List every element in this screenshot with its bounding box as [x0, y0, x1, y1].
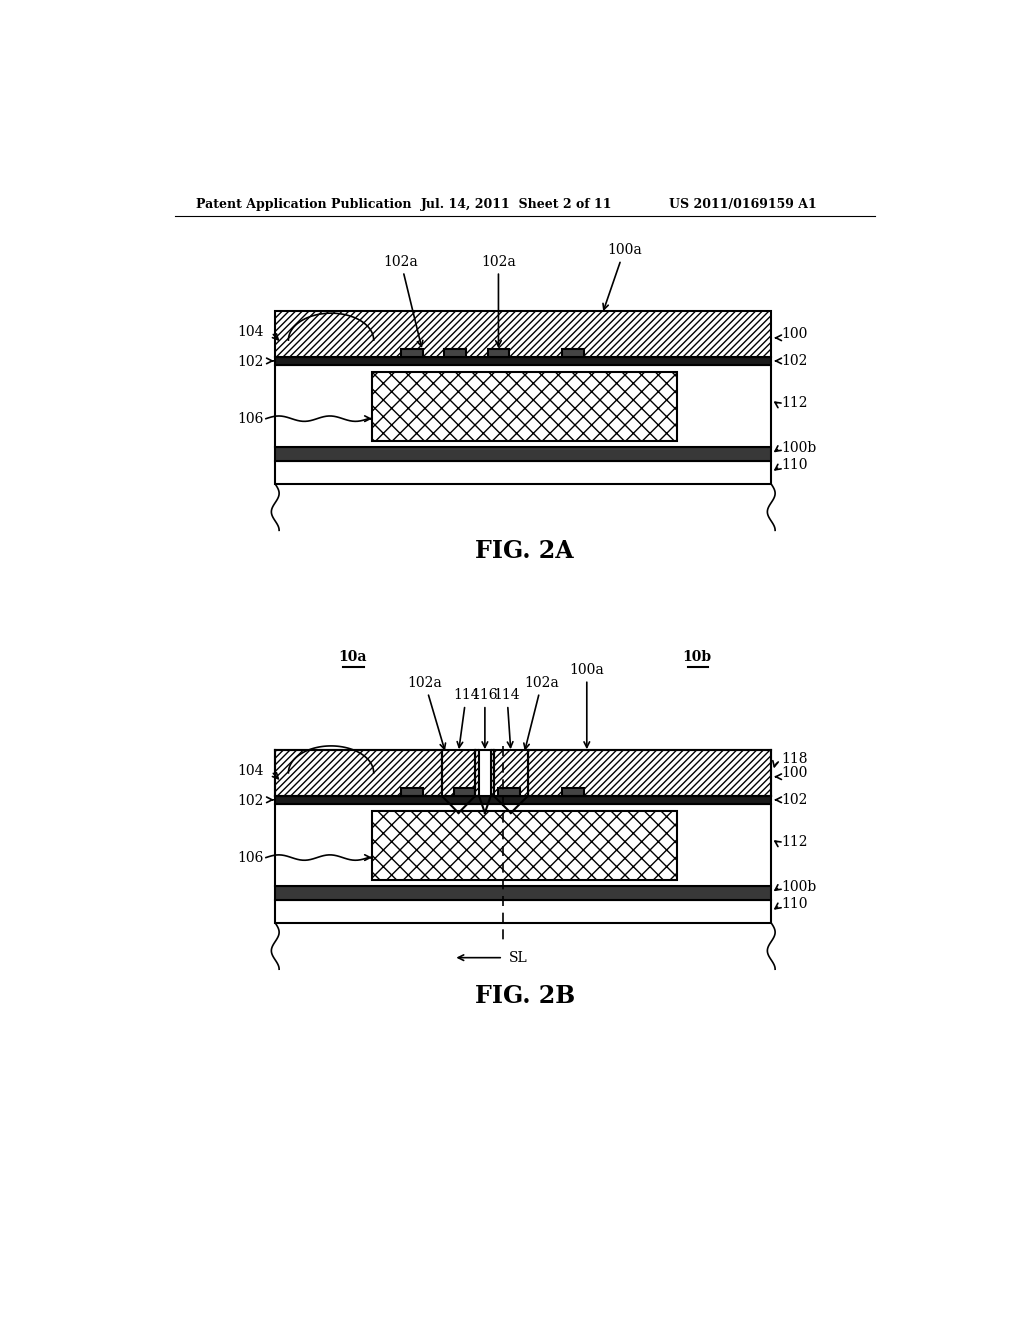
- Bar: [275, 358, 771, 364]
- Text: 102a: 102a: [408, 676, 445, 750]
- Text: 118: 118: [781, 752, 808, 766]
- Text: 110: 110: [781, 896, 808, 911]
- Text: 102: 102: [781, 354, 808, 368]
- Text: 102: 102: [781, 793, 808, 807]
- Text: 114: 114: [494, 688, 520, 747]
- Bar: [275, 750, 442, 796]
- Bar: [490, 750, 494, 796]
- Text: FIG. 2A: FIG. 2A: [475, 539, 574, 564]
- Bar: [479, 738, 490, 796]
- Bar: [442, 750, 475, 796]
- Bar: [442, 738, 475, 796]
- Text: 102: 102: [238, 355, 263, 368]
- Text: 100: 100: [781, 766, 808, 780]
- Bar: [562, 788, 584, 796]
- Bar: [494, 738, 528, 796]
- Text: 10b: 10b: [682, 651, 712, 664]
- Text: Jul. 14, 2011  Sheet 2 of 11: Jul. 14, 2011 Sheet 2 of 11: [421, 198, 612, 211]
- Bar: [275, 886, 771, 900]
- Text: 106: 106: [238, 850, 263, 865]
- Bar: [372, 810, 678, 880]
- Text: 110: 110: [781, 458, 808, 471]
- Bar: [444, 350, 466, 358]
- Bar: [275, 804, 771, 886]
- Text: 106: 106: [238, 412, 263, 425]
- Bar: [487, 350, 509, 358]
- Text: 102: 102: [238, 793, 263, 808]
- Bar: [400, 350, 423, 358]
- Text: 100a: 100a: [603, 243, 642, 310]
- Bar: [499, 788, 520, 796]
- Text: 100b: 100b: [781, 880, 816, 894]
- Text: Patent Application Publication: Patent Application Publication: [197, 198, 412, 211]
- Bar: [275, 796, 771, 804]
- Bar: [400, 788, 423, 796]
- Bar: [562, 350, 584, 358]
- Bar: [275, 461, 771, 484]
- Text: 102a: 102a: [383, 255, 423, 346]
- Bar: [275, 447, 771, 461]
- Text: 102a: 102a: [481, 255, 516, 346]
- Text: 100a: 100a: [569, 663, 604, 747]
- Text: 112: 112: [781, 396, 808, 411]
- Text: US 2011/0169159 A1: US 2011/0169159 A1: [669, 198, 817, 211]
- Bar: [372, 372, 678, 441]
- Text: 104: 104: [238, 326, 263, 339]
- Bar: [454, 788, 475, 796]
- Bar: [275, 312, 771, 358]
- Bar: [475, 750, 479, 796]
- Bar: [494, 750, 528, 796]
- Text: FIG. 2B: FIG. 2B: [475, 985, 574, 1008]
- Text: 10a: 10a: [339, 651, 367, 664]
- Text: 112: 112: [781, 836, 808, 849]
- Text: 104: 104: [238, 764, 263, 779]
- Text: 114: 114: [453, 688, 479, 747]
- Text: 102a: 102a: [524, 676, 559, 750]
- Text: 100: 100: [781, 327, 808, 341]
- Bar: [275, 364, 771, 447]
- Bar: [528, 750, 771, 796]
- Bar: [275, 900, 771, 923]
- Text: 100b: 100b: [781, 441, 816, 455]
- Text: SL: SL: [509, 950, 528, 965]
- Text: 116: 116: [472, 688, 498, 747]
